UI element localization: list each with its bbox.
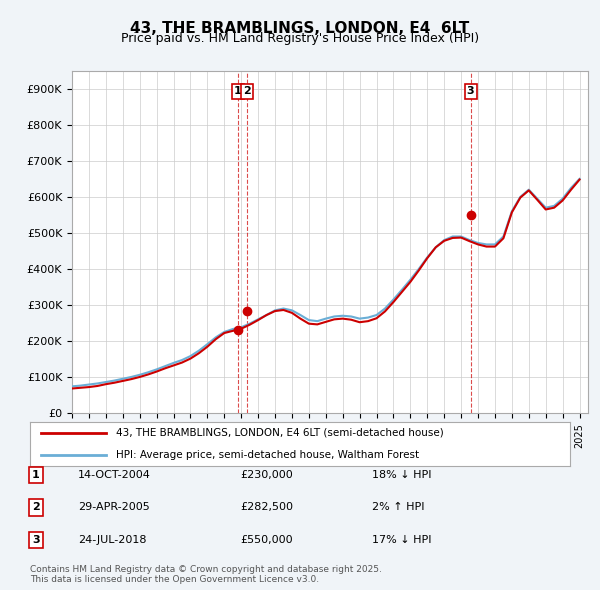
Text: 43, THE BRAMBLINGS, LONDON, E4  6LT: 43, THE BRAMBLINGS, LONDON, E4 6LT [130,21,470,35]
Text: 2% ↑ HPI: 2% ↑ HPI [372,503,425,512]
Text: £282,500: £282,500 [240,503,293,512]
Text: HPI: Average price, semi-detached house, Waltham Forest: HPI: Average price, semi-detached house,… [116,450,419,460]
Text: 14-OCT-2004: 14-OCT-2004 [78,470,151,480]
Text: 3: 3 [32,535,40,545]
Text: 29-APR-2005: 29-APR-2005 [78,503,150,512]
Text: 18% ↓ HPI: 18% ↓ HPI [372,470,431,480]
Text: 24-JUL-2018: 24-JUL-2018 [78,535,146,545]
Text: Contains HM Land Registry data © Crown copyright and database right 2025.
This d: Contains HM Land Registry data © Crown c… [30,565,382,584]
Text: 2: 2 [243,86,251,96]
Text: 3: 3 [467,86,475,96]
Text: 1: 1 [32,470,40,480]
Text: 2: 2 [32,503,40,512]
Text: 17% ↓ HPI: 17% ↓ HPI [372,535,431,545]
Text: 43, THE BRAMBLINGS, LONDON, E4 6LT (semi-detached house): 43, THE BRAMBLINGS, LONDON, E4 6LT (semi… [116,428,444,438]
Text: Price paid vs. HM Land Registry's House Price Index (HPI): Price paid vs. HM Land Registry's House … [121,32,479,45]
Text: £550,000: £550,000 [240,535,293,545]
Text: 1: 1 [234,86,242,96]
Text: £230,000: £230,000 [240,470,293,480]
